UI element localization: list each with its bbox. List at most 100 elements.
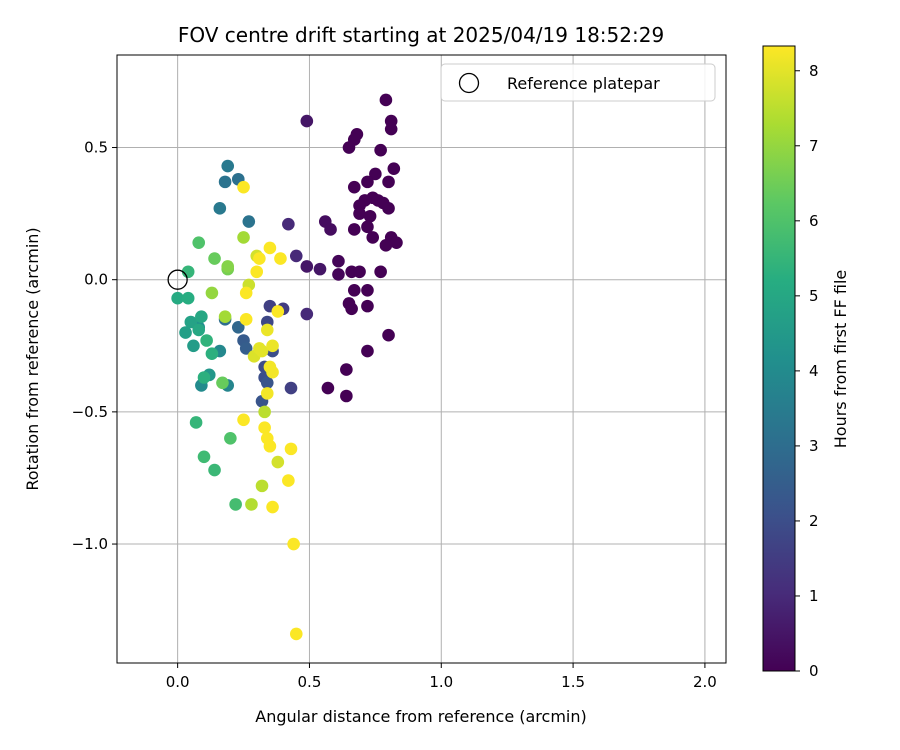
data-point [221,159,235,173]
y-tick-label: 0.0 [84,271,108,289]
data-point [237,231,250,244]
data-point [260,387,274,400]
data-point [260,376,274,390]
data-point [363,209,377,223]
legend-marker [458,72,480,94]
data-point [179,326,192,339]
data-point [237,180,250,194]
data-point [284,381,298,395]
data-point [192,323,206,337]
data-point [289,627,303,641]
data-point [287,537,300,551]
colorbar-tick-label: 4 [809,362,819,380]
data-point [374,143,387,157]
data-point [239,342,253,355]
data-point [361,344,374,358]
data-point [332,268,345,281]
data-points [171,93,403,641]
data-point [208,252,221,265]
data-point [387,162,401,175]
colorbar-frame [762,45,796,672]
data-point [195,310,208,324]
colorbar-tick-label: 1 [809,587,819,605]
data-point [340,389,353,403]
data-point [260,323,274,337]
x-tick-label: 1.5 [561,673,585,691]
data-point [271,455,285,469]
colorbar-label: Hours from first FF file [831,270,850,449]
data-point [242,215,256,228]
data-point [366,231,380,244]
data-point [390,236,403,249]
reference-marker [167,269,188,290]
x-axis-ticks: 0.0 0.5 1.0 1.5 2.0 [166,663,717,691]
x-tick-label: 1.0 [429,673,453,691]
data-point [216,376,229,390]
x-tick-label: 0.0 [166,673,190,691]
data-point [213,202,227,215]
data-point [347,223,361,236]
data-point [300,260,314,273]
legend-label: Reference platepar [507,74,660,93]
data-point [253,252,266,265]
y-axis-label: Rotation from reference (arcmin) [23,227,42,490]
data-point [382,328,395,342]
x-tick-label: 0.5 [298,673,322,691]
data-point [231,320,245,334]
data-point [282,474,295,487]
data-point [379,93,393,107]
data-point [342,141,356,154]
data-point [239,286,253,300]
colorbar-tick-label: 5 [809,287,819,305]
data-point [181,291,195,305]
data-point [255,479,269,493]
data-point [205,286,219,300]
data-point [321,381,335,395]
legend-box [440,63,716,102]
data-point [218,175,232,189]
data-point [258,421,271,435]
y-tick-label: 0.5 [84,139,108,157]
data-point [263,439,277,453]
data-point [205,347,219,361]
data-point [263,241,277,255]
data-point [171,291,184,305]
data-point [224,432,237,445]
data-point [374,265,387,279]
data-point [340,363,353,376]
colorbar-tick-label: 0 [809,662,819,680]
chart-title: FOV centre drift starting at 2025/04/19 … [178,23,664,47]
colorbar-tick-label: 8 [809,62,819,80]
plot-frame [116,54,727,664]
y-tick-label: −1.0 [72,535,108,553]
data-point [258,405,271,419]
x-axis-label: Angular distance from reference (arcmin) [255,707,586,726]
data-point [250,265,264,279]
data-point [345,302,358,316]
data-point [189,416,203,429]
data-point [347,283,361,297]
data-point [274,252,287,265]
data-point [353,207,366,220]
data-point [181,265,195,279]
data-point [332,254,345,268]
data-point [379,239,393,252]
data-point [245,498,258,511]
y-axis-ticks: −1.0 −0.5 0.0 0.5 [72,139,117,553]
colorbar-tick-label: 2 [809,512,819,530]
data-point [284,442,298,456]
data-point [271,305,285,318]
data-point [221,260,235,273]
data-point [255,344,269,358]
colorbar-tick-label: 3 [809,437,819,455]
data-point [187,339,200,353]
data-point [313,262,327,276]
data-point [361,299,374,313]
data-point [266,500,279,514]
data-point [369,167,382,181]
data-point [229,498,242,511]
data-point [197,450,211,464]
data-point [266,365,279,379]
